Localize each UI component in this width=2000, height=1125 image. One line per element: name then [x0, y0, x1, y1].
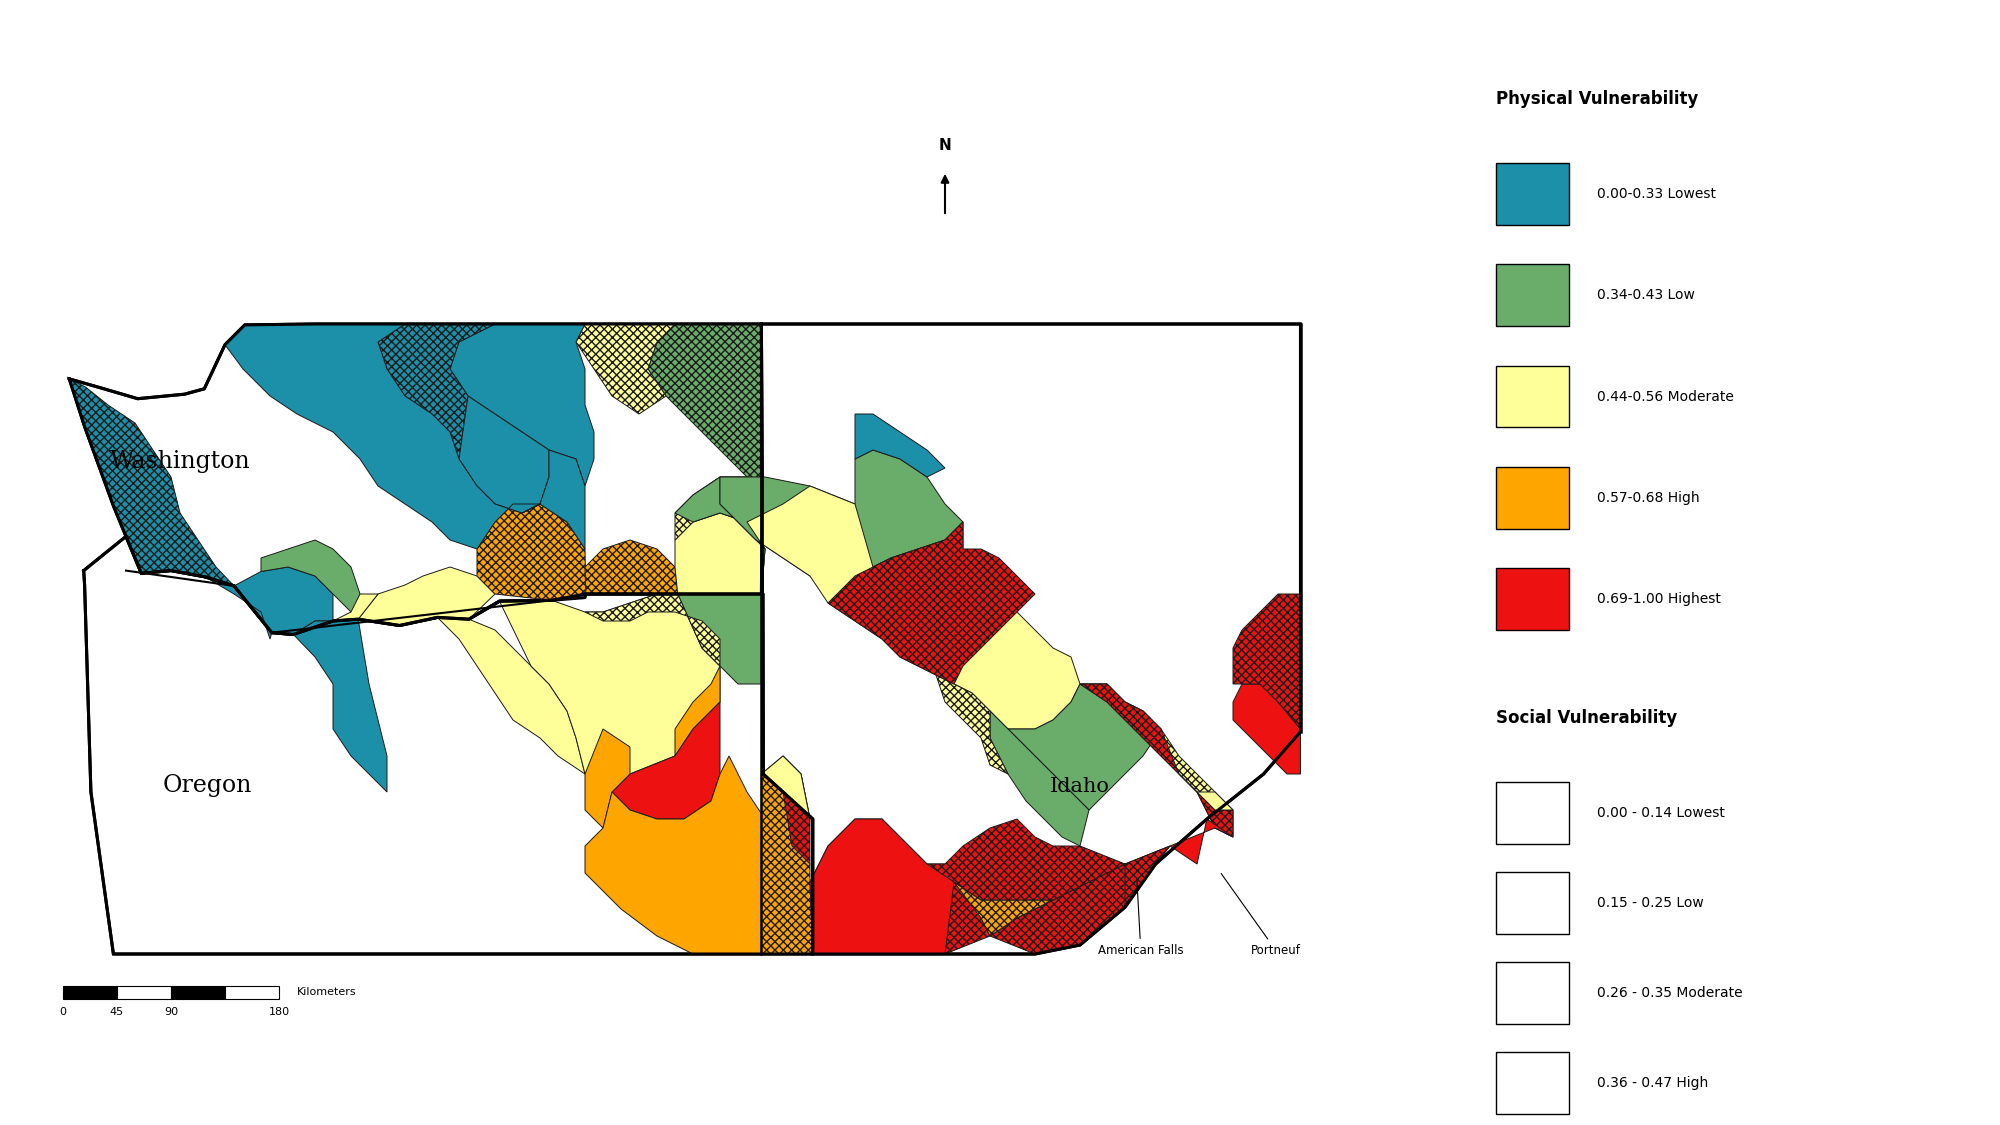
Bar — [1496, 1052, 1568, 1114]
Text: 90: 90 — [164, 1007, 178, 1017]
Polygon shape — [84, 537, 812, 954]
Bar — [1496, 568, 1568, 630]
Polygon shape — [762, 774, 812, 954]
Polygon shape — [460, 396, 548, 513]
Text: Social Vulnerability: Social Vulnerability — [1496, 709, 1678, 727]
Bar — [1496, 962, 1568, 1024]
Polygon shape — [584, 594, 720, 666]
Polygon shape — [584, 756, 812, 954]
Text: 0.34-0.43 Low: 0.34-0.43 Low — [1596, 288, 1694, 303]
Polygon shape — [260, 540, 360, 619]
Polygon shape — [1232, 594, 1300, 729]
Polygon shape — [522, 450, 584, 549]
Polygon shape — [400, 618, 584, 774]
Text: 180: 180 — [268, 1007, 290, 1017]
Polygon shape — [1170, 819, 1232, 864]
Polygon shape — [762, 324, 1300, 954]
Text: Washington: Washington — [110, 450, 250, 472]
Polygon shape — [612, 702, 720, 819]
Polygon shape — [836, 450, 964, 585]
Text: 0.15 - 0.25 Low: 0.15 - 0.25 Low — [1596, 896, 1704, 910]
Polygon shape — [784, 756, 810, 819]
Text: 0: 0 — [60, 1007, 66, 1017]
Bar — [1496, 872, 1568, 934]
Polygon shape — [500, 594, 720, 774]
Polygon shape — [928, 819, 1170, 907]
Text: 0.00-0.33 Lowest: 0.00-0.33 Lowest — [1596, 187, 1716, 201]
Bar — [1496, 782, 1568, 844]
Polygon shape — [748, 486, 1080, 729]
Polygon shape — [224, 324, 540, 549]
Polygon shape — [676, 513, 764, 594]
Polygon shape — [70, 379, 234, 586]
Polygon shape — [1080, 684, 1232, 837]
Text: 0.44-0.56 Moderate: 0.44-0.56 Moderate — [1596, 389, 1734, 404]
Polygon shape — [990, 846, 1170, 954]
Polygon shape — [70, 324, 762, 634]
Polygon shape — [936, 675, 1008, 774]
Text: 45: 45 — [110, 1007, 124, 1017]
Text: Physical Vulnerability: Physical Vulnerability — [1496, 90, 1698, 108]
Polygon shape — [990, 711, 1088, 846]
Polygon shape — [1008, 684, 1160, 810]
Polygon shape — [234, 567, 332, 634]
Polygon shape — [206, 577, 272, 639]
Text: N: N — [938, 138, 952, 153]
Polygon shape — [478, 504, 586, 601]
Polygon shape — [678, 594, 762, 684]
Polygon shape — [332, 594, 378, 621]
Polygon shape — [720, 477, 856, 585]
Bar — [64, 986, 116, 999]
Polygon shape — [358, 567, 496, 626]
Bar — [224, 986, 278, 999]
Polygon shape — [676, 477, 764, 594]
Text: Oregon: Oregon — [162, 774, 252, 796]
Text: 0.26 - 0.35 Moderate: 0.26 - 0.35 Moderate — [1596, 986, 1742, 1000]
Polygon shape — [576, 324, 676, 414]
Bar — [1496, 366, 1568, 428]
Polygon shape — [1232, 684, 1300, 774]
Polygon shape — [946, 864, 1052, 936]
Bar — [1496, 163, 1568, 225]
Text: 0.69-1.00 Highest: 0.69-1.00 Highest — [1596, 592, 1720, 606]
Polygon shape — [1196, 792, 1232, 810]
Bar — [172, 986, 224, 999]
Bar — [116, 986, 170, 999]
Polygon shape — [648, 324, 762, 493]
Polygon shape — [378, 324, 496, 459]
Polygon shape — [762, 756, 810, 819]
Text: American Falls: American Falls — [1098, 880, 1184, 957]
Polygon shape — [272, 619, 388, 792]
Polygon shape — [1080, 684, 1232, 837]
Bar — [1496, 467, 1568, 529]
Text: 0.00 - 0.14 Lowest: 0.00 - 0.14 Lowest — [1596, 806, 1724, 820]
Polygon shape — [584, 729, 630, 828]
Text: Portneuf: Portneuf — [1222, 873, 1300, 957]
Text: Idaho: Idaho — [1050, 777, 1110, 796]
Polygon shape — [676, 477, 764, 594]
Polygon shape — [450, 324, 594, 486]
Bar — [1496, 264, 1568, 326]
Polygon shape — [676, 666, 720, 756]
Polygon shape — [828, 522, 1036, 684]
Text: Kilometers: Kilometers — [298, 987, 356, 997]
Text: 0.57-0.68 High: 0.57-0.68 High — [1596, 490, 1700, 505]
Polygon shape — [810, 819, 1052, 954]
Polygon shape — [720, 477, 762, 540]
Text: 0.36 - 0.47 High: 0.36 - 0.47 High — [1596, 1076, 1708, 1090]
Polygon shape — [762, 756, 812, 954]
Polygon shape — [584, 540, 678, 594]
Polygon shape — [856, 414, 946, 477]
Polygon shape — [810, 819, 954, 954]
